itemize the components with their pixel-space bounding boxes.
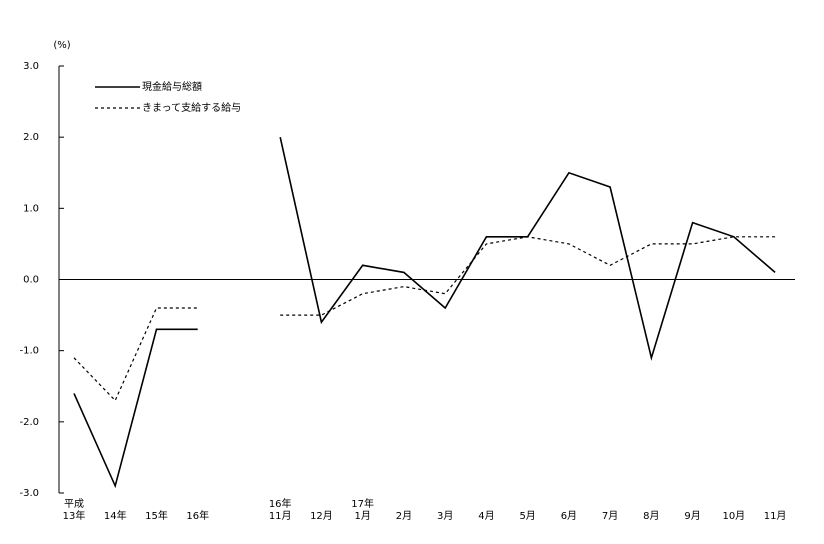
legend-label: きまって支給する給与 [142,101,241,114]
x-tick-label: 10月 [722,511,746,522]
y-tick-label: 3.0 [23,61,39,72]
y-tick-label: 0.0 [23,275,39,286]
x-tick-label: 6月 [560,511,578,522]
x-tick-label: 12月 [310,511,333,522]
x-tick-label: 5月 [519,511,536,522]
legend-label: 現金給与総額 [142,80,202,93]
y-tick-label: -2.0 [19,417,39,428]
x-tick-label: 15年 [145,511,168,522]
y-tick-label: -1.0 [19,346,39,357]
x-tick-label: 8月 [643,511,660,522]
x-tick-label: 4月 [478,511,495,522]
y-tick-label: 2.0 [23,132,39,143]
x-tick-label: 2月 [395,511,413,522]
x-tick-label: 平成 13年 [62,499,86,522]
x-tick-label: 14年 [103,511,127,522]
x-tick-label: 11月 [763,511,787,522]
x-tick-label: 16年 11月 [268,499,292,522]
series-line [73,236,776,402]
x-tick-label: 7月 [601,511,619,522]
y-tick-label: -3.0 [19,488,39,499]
y-unit: (%) [53,40,70,51]
x-tick-label: 3月 [436,511,454,522]
y-tick-label: 1.0 [23,203,39,214]
x-tick-label: 17年 1月 [351,499,375,522]
x-tick-label: 9月 [684,511,701,522]
x-tick-label: 16年 [186,511,210,522]
series-line [73,137,776,489]
